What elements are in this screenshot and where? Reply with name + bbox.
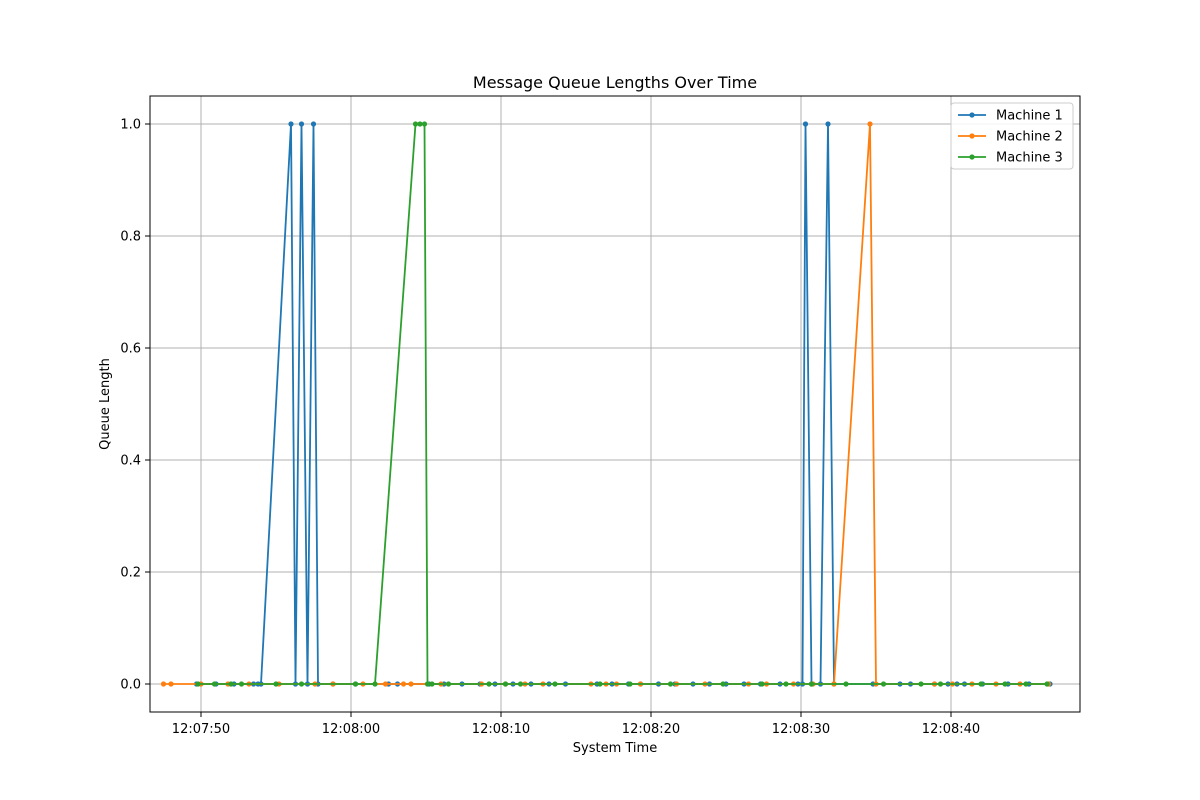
data-point <box>825 121 831 127</box>
x-axis-ticks: 12:07:50 12:08:00 12:08:10 12:08:20 12:08:30… <box>172 712 980 737</box>
data-point <box>352 681 359 687</box>
data-point <box>417 121 423 127</box>
data-point <box>445 681 452 687</box>
legend-box <box>950 102 1074 170</box>
data-point <box>552 681 558 687</box>
y-tick-label: 1.0 <box>120 118 141 133</box>
data-point <box>400 681 407 687</box>
data-point <box>160 681 167 687</box>
legend: Machine 1 Machine 2 Machine 3 <box>950 102 1074 170</box>
data-point <box>310 121 317 127</box>
data-point <box>429 681 435 687</box>
legend-label: Machine 2 <box>996 130 1063 145</box>
x-tick-label: 12:08:20 <box>622 722 680 737</box>
data-point <box>168 681 174 687</box>
data-point <box>372 681 378 687</box>
legend-swatch-marker <box>969 133 975 139</box>
data-point <box>298 681 305 687</box>
data-point <box>808 681 815 687</box>
legend-swatch-marker <box>969 112 975 118</box>
data-point <box>228 681 234 687</box>
data-point <box>667 681 674 687</box>
y-tick-label: 0.2 <box>120 566 141 581</box>
y-tick-label: 0.4 <box>120 454 141 469</box>
data-point <box>802 121 809 127</box>
data-point <box>978 681 984 687</box>
x-tick-label: 12:08:40 <box>922 722 980 737</box>
data-point <box>421 121 428 127</box>
data-point <box>1023 681 1029 687</box>
legend-swatch-marker <box>969 154 975 160</box>
legend-label: Machine 1 <box>996 109 1063 124</box>
data-point <box>937 681 944 687</box>
data-point <box>918 681 924 687</box>
data-point <box>880 681 887 687</box>
data-point <box>486 681 492 687</box>
data-point <box>211 681 218 687</box>
x-tick-label: 12:08:00 <box>322 722 380 737</box>
data-point <box>1044 681 1050 687</box>
data-point <box>195 681 201 687</box>
y-axis-label: Queue Length <box>98 358 113 450</box>
x-tick-label: 12:08:10 <box>472 722 530 737</box>
data-point <box>759 681 765 687</box>
data-point <box>517 681 524 687</box>
y-axis-ticks: 0.0 0.2 0.4 0.6 0.8 1.0 <box>120 118 150 693</box>
series-3 <box>195 121 1050 687</box>
x-tick-label: 12:08:30 <box>772 722 830 737</box>
data-point <box>412 121 419 127</box>
x-axis-label: System Time <box>573 741 657 756</box>
x-tick-label: 12:07:50 <box>172 722 230 737</box>
y-tick-label: 0.8 <box>120 230 141 245</box>
legend-entry: Machine 3 <box>958 151 1063 166</box>
legend-label: Machine 3 <box>996 151 1063 166</box>
data-point <box>867 121 873 127</box>
data-point <box>783 681 789 687</box>
legend-entry: Machine 2 <box>958 130 1063 145</box>
plot-frame <box>149 95 1081 713</box>
y-tick-label: 0.0 <box>120 678 141 693</box>
data-point <box>720 681 726 687</box>
chart-title: Message Queue Lengths Over Time <box>473 73 757 92</box>
data-point <box>502 681 509 687</box>
y-tick-label: 0.6 <box>120 342 141 357</box>
series-layer <box>160 121 1053 687</box>
data-point <box>408 681 414 687</box>
data-point <box>288 121 294 127</box>
data-point <box>382 681 389 687</box>
data-point <box>424 681 431 687</box>
data-point <box>843 681 849 687</box>
data-point <box>298 121 305 127</box>
legend-entry: Machine 1 <box>958 109 1063 124</box>
data-point <box>627 681 633 687</box>
data-point <box>273 681 279 687</box>
data-point <box>1002 681 1008 687</box>
data-point <box>597 681 603 687</box>
data-point <box>238 681 245 687</box>
